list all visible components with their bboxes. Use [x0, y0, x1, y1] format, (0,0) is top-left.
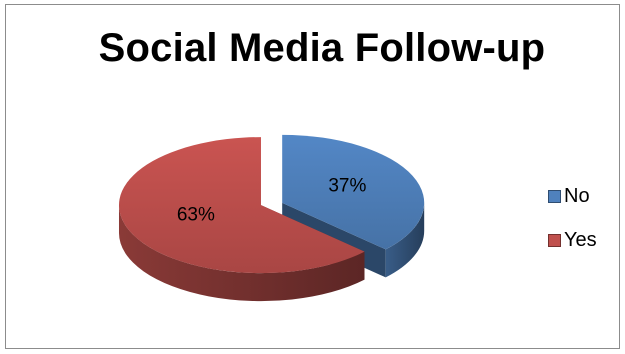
- legend-label-yes: Yes: [564, 229, 597, 251]
- legend-swatch-no: [548, 190, 561, 203]
- data-label-no: 37%: [328, 175, 366, 196]
- chart-title: Social Media Follow-up: [98, 26, 546, 70]
- pie-slice-yes: [118, 137, 365, 274]
- legend-item-yes: Yes: [548, 229, 597, 252]
- pie-slice-no: [282, 134, 425, 250]
- data-label-yes: 63%: [177, 205, 215, 226]
- legend-item-no: No: [548, 185, 590, 208]
- legend-swatch-yes: [548, 234, 561, 247]
- pie-slice-side-no: [385, 202, 425, 278]
- pie-slice-side-yes: [118, 205, 365, 302]
- legend-label-no: No: [564, 185, 590, 207]
